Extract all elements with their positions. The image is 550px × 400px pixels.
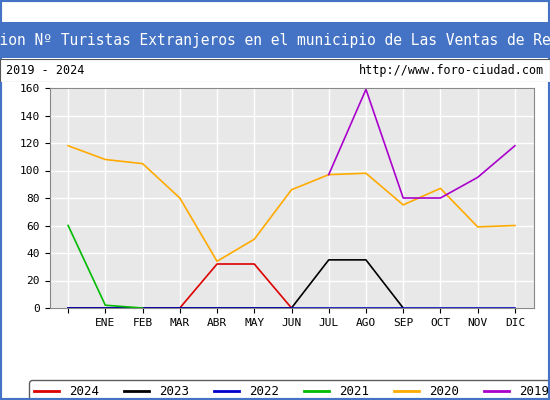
Text: Evolucion Nº Turistas Extranjeros en el municipio de Las Ventas de Retamosa: Evolucion Nº Turistas Extranjeros en el …: [0, 32, 550, 48]
Text: http://www.foro-ciudad.com: http://www.foro-ciudad.com: [359, 64, 544, 77]
Legend: 2024, 2023, 2022, 2021, 2020, 2019: 2024, 2023, 2022, 2021, 2020, 2019: [29, 380, 550, 400]
Text: 2019 - 2024: 2019 - 2024: [6, 64, 84, 77]
